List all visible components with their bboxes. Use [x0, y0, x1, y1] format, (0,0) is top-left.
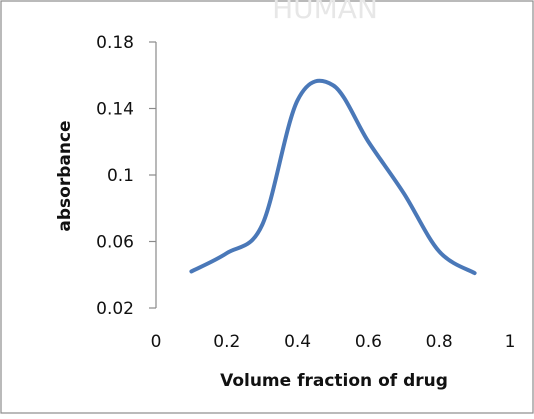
x-tick-label: 0.6 [355, 332, 382, 352]
y-axis-title: absorbance [55, 120, 75, 231]
y-tick-label: 0.18 [96, 33, 134, 53]
x-tick-label: 1 [505, 332, 516, 352]
x-tick-label: 0.2 [213, 332, 240, 352]
x-tick-label: 0.4 [284, 332, 311, 352]
absorbance-series-line [189, 78, 477, 276]
x-axis-title: Volume fraction of drug [220, 371, 448, 391]
watermark-text: HUMAN [272, 0, 378, 25]
x-tick-label: 0.8 [426, 332, 453, 352]
x-tick-label: 0 [151, 332, 162, 352]
y-tick-label: 0.14 [96, 100, 134, 120]
y-tick-label: 0.06 [96, 233, 134, 253]
plot-layer: 0.02 0.06 0.1 0.14 0.18 0 0.2 0.4 0.6 0.8 1 [96, 33, 515, 352]
y-tick-label: 0.02 [96, 299, 134, 319]
y-tick-label: 0.1 [107, 166, 134, 186]
